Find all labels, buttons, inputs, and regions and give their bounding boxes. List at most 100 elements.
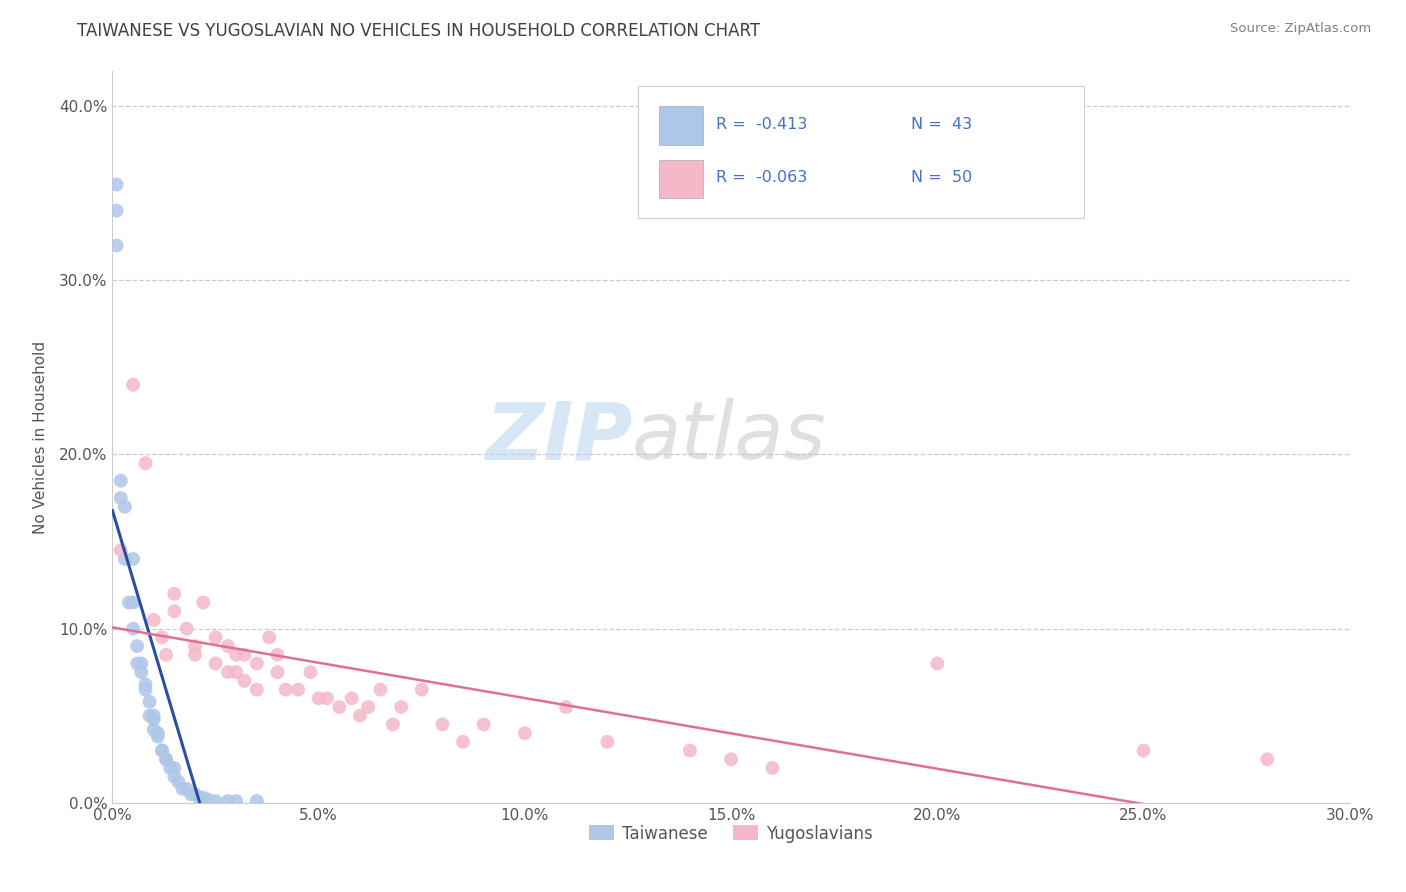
Point: [138, 695, 160, 709]
Point: [246, 682, 269, 697]
Text: Source: ZipAtlas.com: Source: ZipAtlas.com: [1230, 22, 1371, 36]
Point: [180, 787, 202, 801]
Point: [679, 743, 702, 757]
Point: [188, 790, 211, 805]
Point: [266, 648, 288, 662]
Point: [1132, 743, 1154, 757]
Point: [1256, 752, 1278, 766]
Point: [138, 708, 160, 723]
Point: [131, 657, 153, 671]
Text: atlas: atlas: [633, 398, 827, 476]
Point: [150, 743, 173, 757]
Point: [150, 743, 173, 757]
Point: [451, 735, 474, 749]
Point: [159, 761, 181, 775]
Point: [328, 700, 350, 714]
Point: [596, 735, 619, 749]
Point: [163, 761, 186, 775]
Point: [720, 752, 742, 766]
Point: [246, 794, 269, 808]
Point: [167, 775, 190, 789]
Point: [146, 726, 169, 740]
Point: [340, 691, 363, 706]
Text: R =  -0.063: R = -0.063: [716, 169, 807, 185]
Point: [233, 648, 256, 662]
Point: [389, 700, 412, 714]
Text: N =  50: N = 50: [911, 169, 972, 185]
FancyBboxPatch shape: [638, 86, 1084, 218]
Point: [155, 752, 177, 766]
Point: [142, 712, 165, 726]
Point: [114, 552, 136, 566]
Point: [114, 500, 136, 514]
Point: [127, 657, 149, 671]
Point: [134, 456, 156, 470]
Point: [110, 491, 132, 505]
Point: [105, 203, 128, 218]
Point: [381, 717, 404, 731]
Point: [118, 595, 141, 609]
Point: [513, 726, 536, 740]
Point: [204, 794, 226, 808]
Text: ZIP: ZIP: [485, 398, 633, 476]
Point: [142, 613, 165, 627]
Point: [172, 781, 194, 796]
Point: [217, 639, 239, 653]
Text: R =  -0.413: R = -0.413: [716, 117, 807, 132]
Point: [163, 770, 186, 784]
Point: [432, 717, 454, 731]
FancyBboxPatch shape: [659, 160, 703, 198]
Point: [105, 178, 128, 192]
Point: [195, 792, 218, 806]
Point: [142, 723, 165, 737]
Point: [127, 639, 149, 653]
Y-axis label: No Vehicles in Household: No Vehicles in Household: [32, 341, 48, 533]
Point: [257, 631, 280, 645]
Point: [349, 708, 371, 723]
Point: [274, 682, 297, 697]
Point: [122, 552, 145, 566]
Point: [193, 595, 215, 609]
Point: [155, 648, 177, 662]
Text: TAIWANESE VS YUGOSLAVIAN NO VEHICLES IN HOUSEHOLD CORRELATION CHART: TAIWANESE VS YUGOSLAVIAN NO VEHICLES IN …: [77, 22, 761, 40]
Point: [472, 717, 495, 731]
Point: [266, 665, 288, 680]
Point: [155, 752, 177, 766]
Point: [217, 665, 239, 680]
Point: [246, 657, 269, 671]
Point: [134, 682, 156, 697]
Point: [308, 691, 330, 706]
Point: [411, 682, 433, 697]
Point: [761, 761, 783, 775]
Point: [316, 691, 339, 706]
Point: [122, 595, 145, 609]
Point: [122, 377, 145, 392]
Point: [163, 587, 186, 601]
Point: [150, 631, 173, 645]
FancyBboxPatch shape: [659, 106, 703, 145]
Point: [184, 787, 207, 801]
Point: [110, 474, 132, 488]
Point: [134, 677, 156, 691]
Point: [555, 700, 578, 714]
Point: [131, 665, 153, 680]
Point: [122, 622, 145, 636]
Point: [204, 657, 226, 671]
Point: [184, 648, 207, 662]
Point: [225, 794, 247, 808]
Point: [287, 682, 309, 697]
Point: [225, 648, 247, 662]
Point: [217, 794, 239, 808]
Legend: Taiwanese, Yugoslavians: Taiwanese, Yugoslavians: [582, 818, 880, 849]
Point: [233, 673, 256, 688]
Point: [204, 631, 226, 645]
Point: [299, 665, 322, 680]
Point: [225, 665, 247, 680]
Point: [927, 657, 949, 671]
Point: [357, 700, 380, 714]
Point: [163, 604, 186, 618]
Text: N =  43: N = 43: [911, 117, 972, 132]
Point: [110, 543, 132, 558]
Point: [176, 781, 198, 796]
Point: [105, 238, 128, 252]
